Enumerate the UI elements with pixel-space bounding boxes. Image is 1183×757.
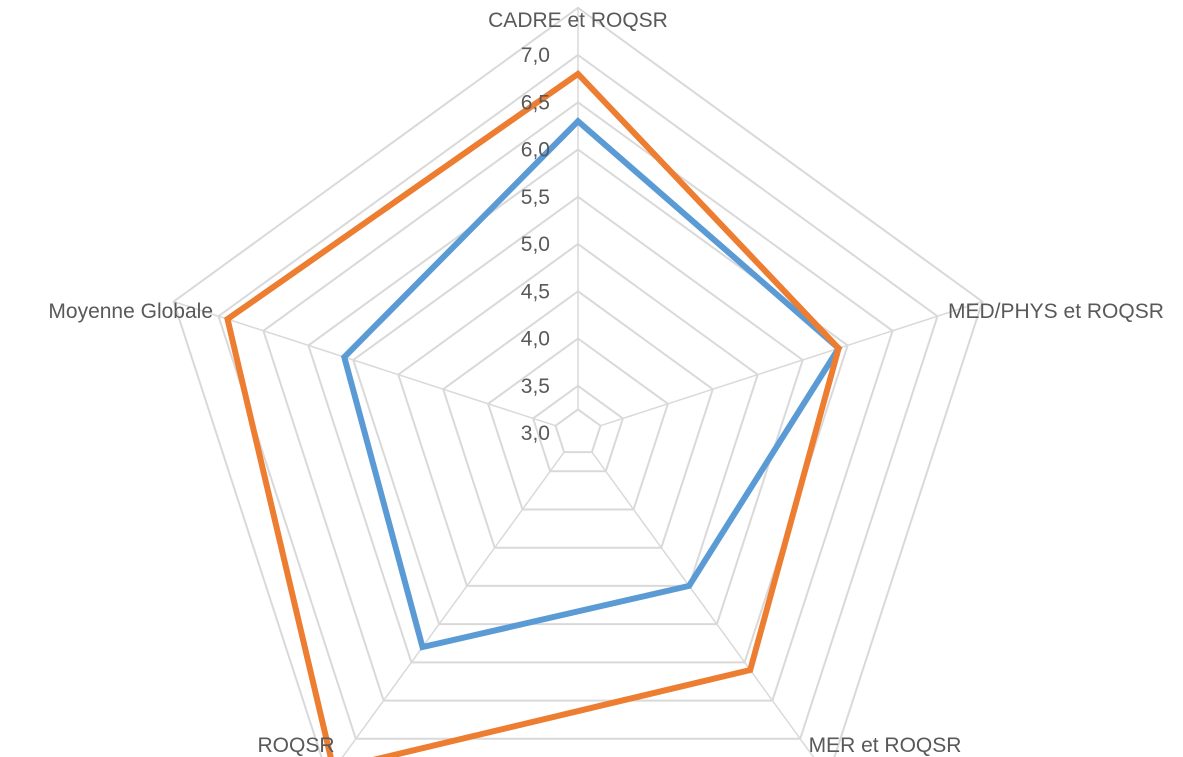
- grid-ring: [442, 290, 714, 549]
- axis-labels: CADRE et ROQSR MED/PHYS et ROQSR MER et RO…: [48, 9, 1164, 757]
- axis-label: MER et ROQSR: [809, 734, 962, 757]
- grid-ring: [217, 53, 939, 740]
- series-line-1: [340, 117, 843, 651]
- grid-ring: [486, 337, 670, 511]
- tick-labels: 3,0 3,5 4,0 4,5 5,0 5,5 6,0 6,5 7,0: [521, 44, 550, 445]
- grid-ring: [554, 408, 602, 454]
- axis-label: Moyenne Globale: [48, 300, 213, 323]
- axis-label: ROQSR: [257, 734, 334, 757]
- tick-label: 4,5: [521, 280, 550, 303]
- axis-label: MED/PHYS et ROQSR: [948, 300, 1164, 323]
- series-lines: [224, 69, 843, 757]
- grid-ring: [172, 6, 984, 757]
- grid-ring: [262, 101, 894, 702]
- axis-spokes: [173, 7, 983, 757]
- tick-label: 4,0: [521, 328, 550, 351]
- axis-spoke: [341, 451, 565, 757]
- grid-ring: [397, 242, 759, 587]
- tick-label: 6,0: [521, 139, 550, 162]
- tick-label: 5,5: [521, 186, 550, 209]
- axis-spoke: [173, 300, 556, 427]
- tick-label: 5,0: [521, 233, 550, 256]
- grid-ring: [352, 195, 804, 626]
- series-line-2: [224, 69, 842, 757]
- grid-ring: [531, 384, 625, 473]
- axis-spoke: [600, 300, 983, 427]
- axis-spoke: [591, 451, 815, 757]
- tick-label: 3,0: [521, 422, 550, 445]
- tick-label: 3,5: [521, 375, 550, 398]
- tick-label: 7,0: [521, 44, 550, 67]
- tick-label: 6,5: [521, 91, 550, 114]
- axis-label: CADRE et ROQSR: [488, 9, 668, 32]
